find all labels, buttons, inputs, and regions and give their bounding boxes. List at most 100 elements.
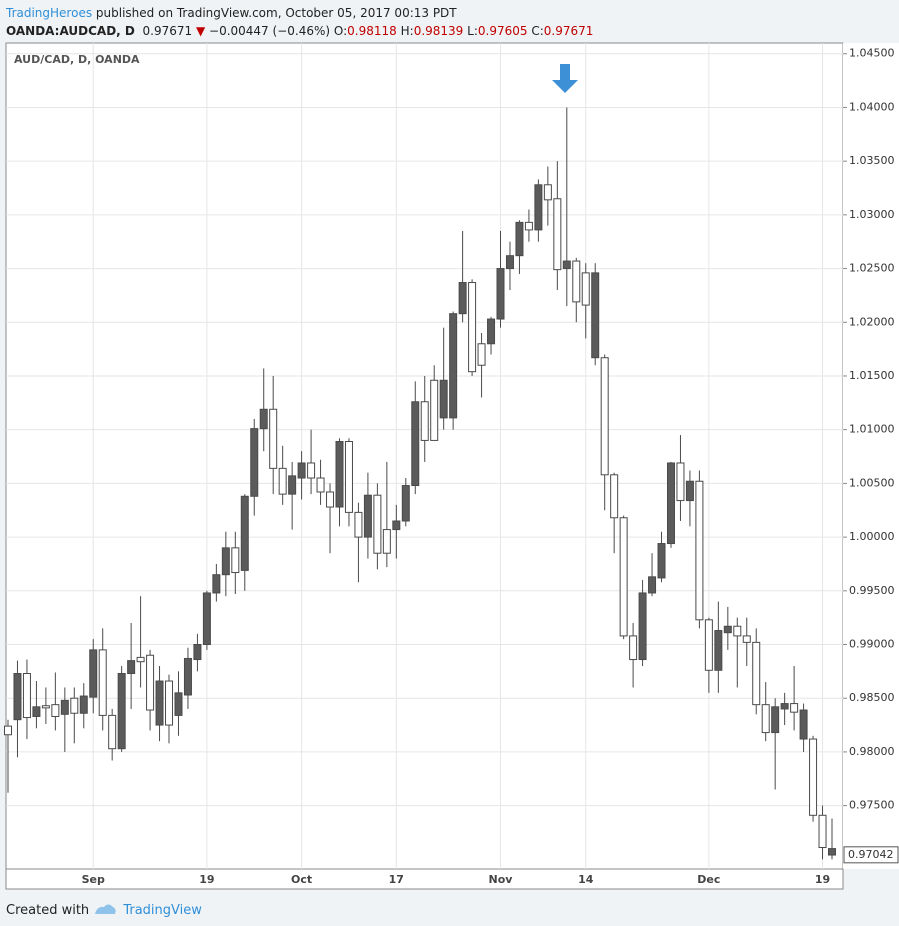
body (714, 630, 723, 671)
x-tick-label: 17 (389, 873, 404, 886)
body (809, 738, 818, 816)
body (32, 706, 41, 717)
body (496, 268, 505, 320)
body (430, 379, 439, 441)
l-value: 0.97605 (477, 24, 528, 38)
c-label: C: (531, 24, 544, 38)
body (70, 697, 79, 714)
body (638, 592, 647, 661)
y-tick-label: 1.00500 (849, 476, 895, 489)
body (363, 494, 372, 538)
x-tick-label: Oct (291, 873, 312, 886)
body (657, 543, 666, 579)
body (89, 649, 98, 698)
body (629, 635, 638, 661)
body (771, 706, 780, 734)
x-tick-label: 14 (578, 873, 594, 886)
chart: AUD/CAD, D, OANDA 0.97500 0.98000 0.98500 0… (4, 42, 899, 890)
body (477, 343, 486, 366)
body (193, 644, 202, 661)
published: published on TradingView.com, October 05… (95, 6, 457, 20)
body (259, 408, 268, 430)
change: −0.00447 (−0.46%) (209, 24, 331, 38)
chart-title: AUD/CAD, D, OANDA (14, 53, 140, 66)
body (780, 703, 789, 710)
y-tick-label: 0.99500 (849, 584, 895, 597)
time-axis (5, 868, 844, 890)
body (449, 313, 458, 419)
body (183, 657, 192, 696)
body (723, 625, 732, 634)
body (13, 673, 22, 721)
x-tick-label: 19 (199, 873, 214, 886)
body (60, 699, 69, 715)
body (165, 680, 174, 726)
body (685, 480, 694, 502)
y-tick-label: 1.03000 (849, 208, 895, 221)
author[interactable]: TradingHeroes (6, 6, 93, 20)
created: Created with (6, 903, 90, 918)
body (335, 440, 344, 508)
arrow-annotation (552, 64, 578, 93)
body (212, 574, 221, 594)
body (41, 705, 50, 709)
candles (4, 107, 836, 860)
header: TradingHeroes published on TradingView.c… (6, 4, 593, 40)
y-tick-label: 0.98000 (849, 745, 895, 758)
body (828, 848, 836, 856)
body (439, 379, 448, 419)
y-tick-label: 1.04000 (849, 100, 895, 113)
price-marker-box (843, 846, 899, 864)
body (752, 641, 761, 706)
body (79, 695, 88, 714)
x-tick-label: Dec (697, 873, 720, 886)
y-tick-label: 1.02500 (849, 262, 895, 275)
y-tick-label: 1.03500 (849, 154, 895, 167)
body (543, 184, 552, 201)
body (648, 576, 657, 594)
body (307, 462, 316, 479)
body (761, 704, 770, 734)
o-value: 0.98118 (347, 24, 397, 38)
y-tick-label: 1.02000 (849, 315, 895, 328)
body (269, 408, 278, 469)
x-tick-label: 19 (815, 873, 830, 886)
body (818, 814, 827, 849)
body (382, 529, 391, 554)
body (515, 221, 524, 257)
o-label: O: (333, 24, 348, 38)
last: 0.97671 (142, 24, 193, 38)
body (98, 649, 107, 716)
body (572, 260, 581, 303)
y-tick-label: 1.04500 (849, 47, 895, 60)
body (288, 475, 297, 495)
body (344, 440, 353, 513)
body (742, 635, 751, 643)
body (666, 462, 675, 545)
body (297, 462, 306, 479)
body (695, 480, 704, 621)
price-marker-label: 0.97042 (848, 848, 894, 861)
footer: Created with TradingView (6, 900, 202, 918)
body (468, 282, 477, 373)
body (591, 272, 600, 359)
body (458, 282, 467, 315)
body (676, 462, 685, 502)
x-tick-label: Sep (82, 873, 105, 886)
body (524, 221, 533, 231)
brand[interactable]: TradingView (123, 903, 202, 918)
header-line-2: OANDA:AUDCAD, D 0.97671 ▼ −0.00447 (−0.4… (6, 22, 593, 40)
body (174, 692, 183, 716)
body (704, 619, 713, 671)
body (534, 184, 543, 231)
header-line-1: TradingHeroes published on TradingView.c… (6, 4, 593, 22)
body (316, 477, 325, 493)
body (401, 485, 410, 522)
logo (95, 904, 116, 914)
body (411, 401, 420, 487)
direction: ▼ (195, 24, 206, 38)
body (221, 547, 230, 576)
body (600, 357, 609, 476)
body (392, 520, 401, 531)
